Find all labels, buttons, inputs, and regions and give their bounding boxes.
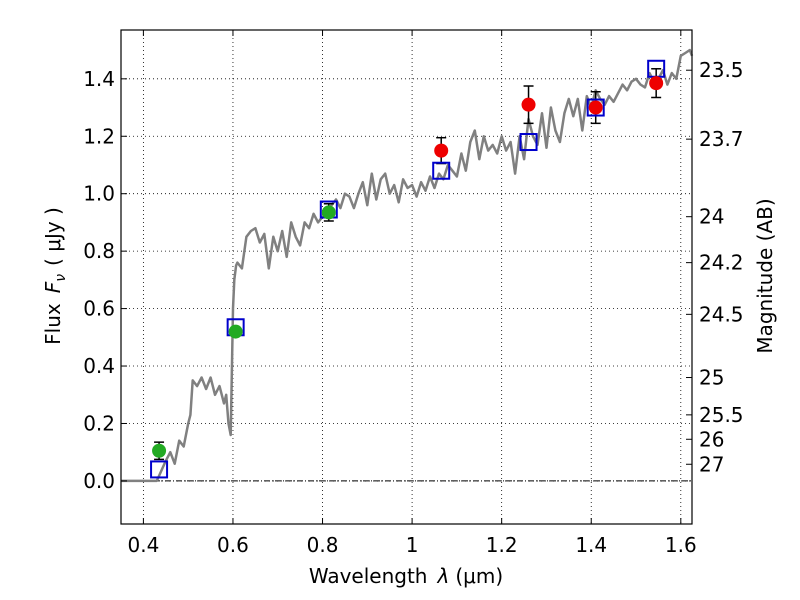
x-tick-label: 1.4	[575, 533, 607, 557]
y-tick-label: 0.8	[83, 239, 115, 263]
magnitude-tick-label: 24.5	[699, 302, 744, 326]
axis-ticks: 0.4 0.6 0.8 1 1.2 1.4 1.6 0.0 0.2 0.4 0.6 0.8 1.0 1.2…	[83, 30, 744, 557]
red-point	[434, 143, 449, 158]
y-tick-label: 1.4	[83, 67, 115, 91]
x-tick-label: 0.6	[217, 533, 249, 557]
photometry-points-layer	[150, 59, 666, 479]
magnitude-tick-label: 27	[699, 452, 724, 476]
model-spectrum-layer	[121, 48, 694, 483]
model-spectrum-line	[121, 48, 694, 483]
magnitude-tick-label: 23.7	[699, 127, 744, 151]
model-flux-box	[432, 161, 451, 180]
magnitude-tick-label: 24	[699, 205, 724, 229]
red-point	[649, 76, 664, 91]
y-tick-label: 1.2	[83, 124, 115, 148]
green-point	[321, 205, 336, 220]
magnitude-tick-label: 25.5	[699, 403, 744, 427]
magnitude-axis-title: Magnitude (AB)	[753, 198, 777, 353]
y-axis-title: FluxFν( μJy )	[41, 207, 69, 345]
magnitude-tick-label: 25	[699, 366, 724, 390]
magnitude-tick-label: 26	[699, 427, 724, 451]
green-point	[152, 443, 167, 458]
green-point	[228, 324, 243, 339]
magnitude-tick-label: 24.2	[699, 251, 744, 275]
red-point	[588, 100, 603, 115]
model-flux-box	[586, 98, 605, 117]
x-tick-label: 0.8	[307, 533, 339, 557]
x-tick-label: 0.4	[127, 533, 159, 557]
red-point	[521, 97, 536, 112]
plot-frame	[120, 29, 693, 525]
x-tick-label: 1.6	[665, 533, 697, 557]
x-tick-label: 1	[406, 533, 419, 557]
y-tick-label: 0.4	[83, 354, 115, 378]
model-flux-box	[150, 460, 169, 479]
y-tick-label: 0.0	[83, 469, 115, 493]
x-tick-label: 1.2	[486, 533, 518, 557]
y-tick-label: 0.6	[83, 297, 115, 321]
x-axis-title: Wavelength λ (μm)	[309, 564, 503, 588]
model-flux-box	[519, 133, 538, 152]
y-tick-label: 0.2	[83, 411, 115, 435]
y-tick-label: 1.0	[83, 182, 115, 206]
magnitude-tick-label: 23.5	[699, 58, 744, 82]
